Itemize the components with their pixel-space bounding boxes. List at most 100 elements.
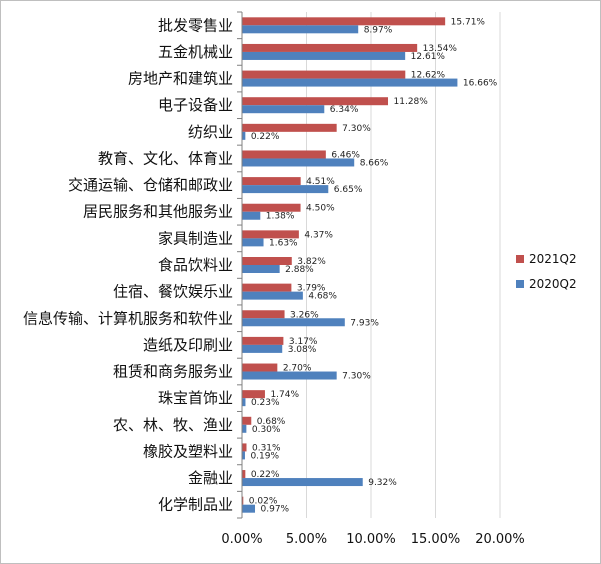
- data-label: 3.08%: [288, 345, 317, 355]
- bar-2021q2: [242, 97, 389, 106]
- data-label: 16.66%: [463, 79, 498, 89]
- category-label: 橡胶及塑料业: [143, 442, 233, 460]
- category-label: 五金机械业: [158, 43, 233, 61]
- data-label: 3.17%: [289, 337, 318, 347]
- bar-2020q2: [242, 238, 264, 247]
- data-label: 0.23%: [251, 398, 280, 408]
- category-label: 教育、文化、体育业: [98, 149, 233, 167]
- bar-2020q2: [242, 25, 359, 34]
- data-label: 0.68%: [257, 417, 286, 427]
- legend-label-2020q2: 2020Q2: [529, 277, 577, 291]
- category-label: 金融业: [188, 469, 233, 487]
- bar-2020q2: [242, 371, 337, 380]
- category-label: 电子设备业: [158, 96, 233, 114]
- category-label: 交通运输、仓储和邮政业: [68, 176, 233, 194]
- x-tick-label: 15.00%: [411, 532, 461, 547]
- bar-2020q2: [242, 158, 355, 167]
- category-label: 居民服务和其他服务业: [83, 203, 233, 221]
- bar-2021q2: [242, 70, 406, 79]
- data-label: 7.30%: [342, 372, 371, 382]
- category-label: 食品饮料业: [158, 256, 233, 274]
- bar-2020q2: [242, 424, 247, 433]
- bar-2021q2: [242, 496, 244, 505]
- bar-2021q2: [242, 390, 265, 399]
- x-tick-label: 10.00%: [346, 532, 396, 547]
- bar-2020q2: [242, 504, 256, 513]
- data-label: 12.61%: [411, 52, 446, 62]
- data-label: 4.37%: [304, 230, 333, 240]
- data-label: 9.32%: [368, 478, 397, 488]
- data-label: 4.68%: [308, 292, 337, 302]
- bar-2020q2: [242, 211, 261, 220]
- data-label: 0.31%: [252, 443, 281, 453]
- bar-2021q2: [242, 363, 278, 372]
- data-label: 3.79%: [297, 284, 326, 294]
- bar-2020q2: [242, 185, 329, 194]
- bar-2021q2: [242, 177, 301, 186]
- category-label: 批发零售业: [158, 16, 233, 34]
- data-label: 6.65%: [334, 185, 363, 195]
- bar-2021q2: [242, 416, 252, 425]
- bar-2020q2: [242, 291, 303, 300]
- legend-swatch-2020q2: [516, 280, 524, 288]
- data-label: 2.70%: [283, 364, 312, 374]
- data-label: 0.97%: [261, 505, 290, 515]
- bar-2021q2: [242, 257, 292, 265]
- data-label: 0.30%: [252, 425, 281, 435]
- bar-2020q2: [242, 344, 283, 353]
- bar-2020q2: [242, 318, 345, 327]
- category-label: 房地产和建筑业: [128, 70, 233, 88]
- data-label: 0.02%: [249, 497, 278, 507]
- data-label: 15.71%: [451, 17, 486, 27]
- bar-2020q2: [242, 105, 325, 114]
- data-label: 7.93%: [350, 318, 379, 328]
- data-label: 6.34%: [330, 105, 359, 115]
- data-label: 8.97%: [364, 25, 393, 35]
- x-tick-label: 20.00%: [475, 532, 525, 547]
- data-label: 7.30%: [342, 124, 371, 134]
- data-label: 13.54%: [423, 44, 458, 54]
- bar-2021q2: [242, 310, 285, 319]
- x-tick-label: 5.00%: [286, 532, 327, 547]
- data-label: 3.82%: [297, 257, 326, 267]
- data-label: 4.50%: [306, 204, 335, 214]
- category-label: 家具制造业: [158, 229, 233, 247]
- data-label: 0.22%: [251, 470, 280, 480]
- data-label: 4.51%: [306, 177, 335, 187]
- data-label: 1.38%: [266, 212, 295, 222]
- data-label: 6.46%: [331, 150, 360, 160]
- data-label: 1.63%: [269, 238, 298, 248]
- bar-2020q2: [242, 398, 246, 407]
- data-label: 0.22%: [251, 132, 280, 142]
- legend-label-2021q2: 2021Q2: [529, 252, 577, 266]
- data-label: 2.88%: [285, 265, 314, 275]
- bar-2021q2: [242, 230, 299, 239]
- bar-2021q2: [242, 43, 418, 52]
- bar-2020q2: [242, 478, 363, 487]
- category-label: 造纸及印刷业: [143, 336, 233, 354]
- category-label: 纺织业: [188, 123, 233, 141]
- category-label: 住宿、餐饮娱乐业: [113, 283, 233, 301]
- category-label: 珠宝首饰业: [158, 389, 233, 407]
- legend-swatch-2021q2: [516, 255, 524, 263]
- bar-2021q2: [242, 470, 246, 479]
- bar-2021q2: [242, 443, 247, 452]
- bar-2020q2: [242, 131, 246, 140]
- bar-2021q2: [242, 17, 446, 26]
- category-label: 农、林、牧、渔业: [113, 416, 233, 434]
- x-tick-label: 0.00%: [221, 532, 262, 547]
- category-label: 租赁和商务服务业: [113, 363, 233, 381]
- data-label: 0.19%: [250, 451, 279, 461]
- bar-2021q2: [242, 283, 292, 292]
- bar-2020q2: [242, 78, 458, 87]
- bar-2021q2: [242, 123, 337, 132]
- bar-2020q2: [242, 451, 245, 460]
- bar-2021q2: [242, 203, 301, 212]
- data-label: 8.66%: [360, 158, 389, 168]
- data-label: 12.62%: [411, 71, 446, 81]
- bar-2021q2: [242, 336, 284, 345]
- data-label: 11.28%: [394, 97, 429, 107]
- data-label: 3.26%: [290, 310, 319, 320]
